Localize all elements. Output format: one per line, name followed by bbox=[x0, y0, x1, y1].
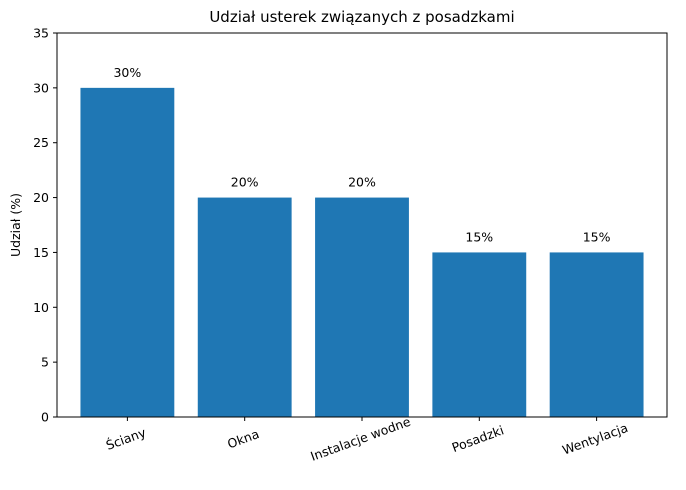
y-tick-label: 20 bbox=[33, 190, 49, 205]
bar bbox=[197, 197, 292, 417]
value-label: 20% bbox=[231, 175, 259, 190]
y-tick-label: 35 bbox=[33, 26, 49, 41]
value-label: 15% bbox=[583, 229, 611, 244]
bar bbox=[315, 197, 409, 417]
bar bbox=[80, 87, 175, 417]
plot-frame bbox=[56, 32, 668, 418]
y-tick-label: 25 bbox=[33, 135, 49, 150]
x-tick-label: Okna bbox=[225, 426, 261, 451]
value-label: 30% bbox=[113, 65, 141, 80]
x-tick-label: Posadzki bbox=[450, 422, 506, 455]
x-tick-label: Instalacje wodne bbox=[308, 414, 412, 464]
y-axis-label: Udział (%) bbox=[8, 193, 23, 257]
y-tick-label: 10 bbox=[33, 300, 49, 315]
y-tick-label: 0 bbox=[41, 410, 49, 425]
bar bbox=[549, 252, 644, 417]
y-tick-label: 5 bbox=[41, 355, 49, 370]
bar bbox=[432, 252, 527, 417]
x-tick-label: Wentylacja bbox=[560, 420, 630, 458]
value-label: 15% bbox=[465, 229, 493, 244]
y-tick-label: 15 bbox=[33, 245, 49, 260]
chart-title: Udział usterek związanych z posadzkami bbox=[209, 8, 514, 26]
value-label: 20% bbox=[348, 175, 376, 190]
x-tick-label: Ściany bbox=[104, 424, 148, 452]
y-tick-label: 30 bbox=[33, 80, 49, 95]
